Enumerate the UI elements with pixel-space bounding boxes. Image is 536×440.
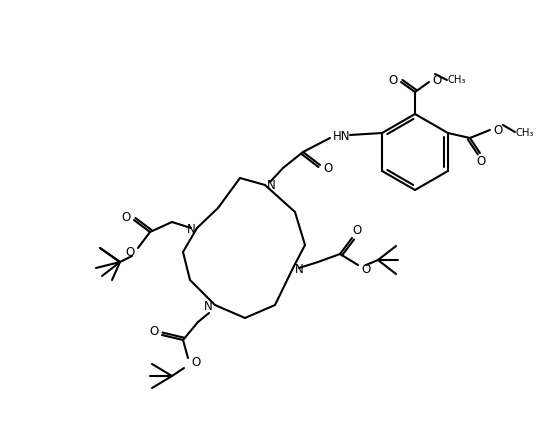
Text: O: O: [361, 263, 370, 275]
Text: N: N: [204, 300, 212, 312]
Text: O: O: [433, 73, 442, 87]
Text: N: N: [187, 223, 196, 235]
Text: N: N: [266, 179, 276, 191]
Text: O: O: [323, 161, 333, 175]
Text: O: O: [389, 73, 398, 87]
Text: O: O: [121, 210, 131, 224]
Text: CH₃: CH₃: [448, 75, 466, 85]
Text: HN: HN: [333, 129, 351, 143]
Text: N: N: [295, 263, 303, 275]
Text: O: O: [493, 124, 503, 136]
Text: O: O: [191, 356, 200, 369]
Text: O: O: [352, 224, 362, 237]
Text: O: O: [125, 246, 135, 259]
Text: CH₃: CH₃: [516, 128, 534, 138]
Text: O: O: [150, 325, 159, 337]
Text: O: O: [477, 154, 486, 168]
